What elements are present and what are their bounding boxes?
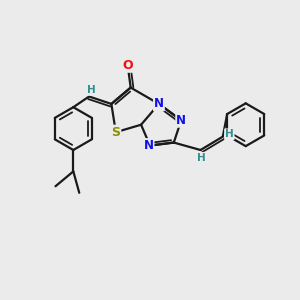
Text: H: H	[225, 129, 234, 139]
Text: H: H	[87, 85, 96, 95]
Text: S: S	[111, 126, 120, 139]
Text: N: N	[154, 98, 164, 110]
Text: H: H	[197, 153, 206, 163]
Text: N: N	[176, 114, 186, 127]
Text: N: N	[143, 139, 154, 152]
Text: O: O	[122, 59, 133, 72]
